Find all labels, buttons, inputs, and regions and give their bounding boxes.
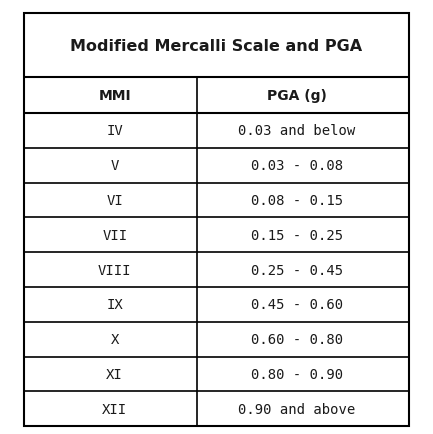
FancyBboxPatch shape [24, 14, 409, 426]
Text: IX: IX [107, 298, 123, 312]
Text: XII: XII [102, 402, 127, 416]
Text: 0.45 - 0.60: 0.45 - 0.60 [251, 298, 343, 312]
Text: XI: XI [107, 367, 123, 381]
Text: V: V [110, 159, 119, 173]
Text: 0.03 and below: 0.03 and below [238, 124, 355, 138]
Text: IV: IV [107, 124, 123, 138]
Text: VIII: VIII [98, 263, 132, 277]
Text: 0.08 - 0.15: 0.08 - 0.15 [251, 194, 343, 207]
Text: 0.03 - 0.08: 0.03 - 0.08 [251, 159, 343, 173]
Text: 0.25 - 0.45: 0.25 - 0.45 [251, 263, 343, 277]
Text: 0.60 - 0.80: 0.60 - 0.80 [251, 332, 343, 346]
Text: 0.90 and above: 0.90 and above [238, 402, 355, 416]
Text: VII: VII [102, 228, 127, 242]
Text: Modified Mercalli Scale and PGA: Modified Mercalli Scale and PGA [71, 39, 362, 53]
Text: X: X [110, 332, 119, 346]
Text: 0.80 - 0.90: 0.80 - 0.90 [251, 367, 343, 381]
Text: PGA (g): PGA (g) [267, 89, 326, 103]
Text: VI: VI [107, 194, 123, 207]
Text: MMI: MMI [98, 89, 131, 103]
Text: 0.15 - 0.25: 0.15 - 0.25 [251, 228, 343, 242]
